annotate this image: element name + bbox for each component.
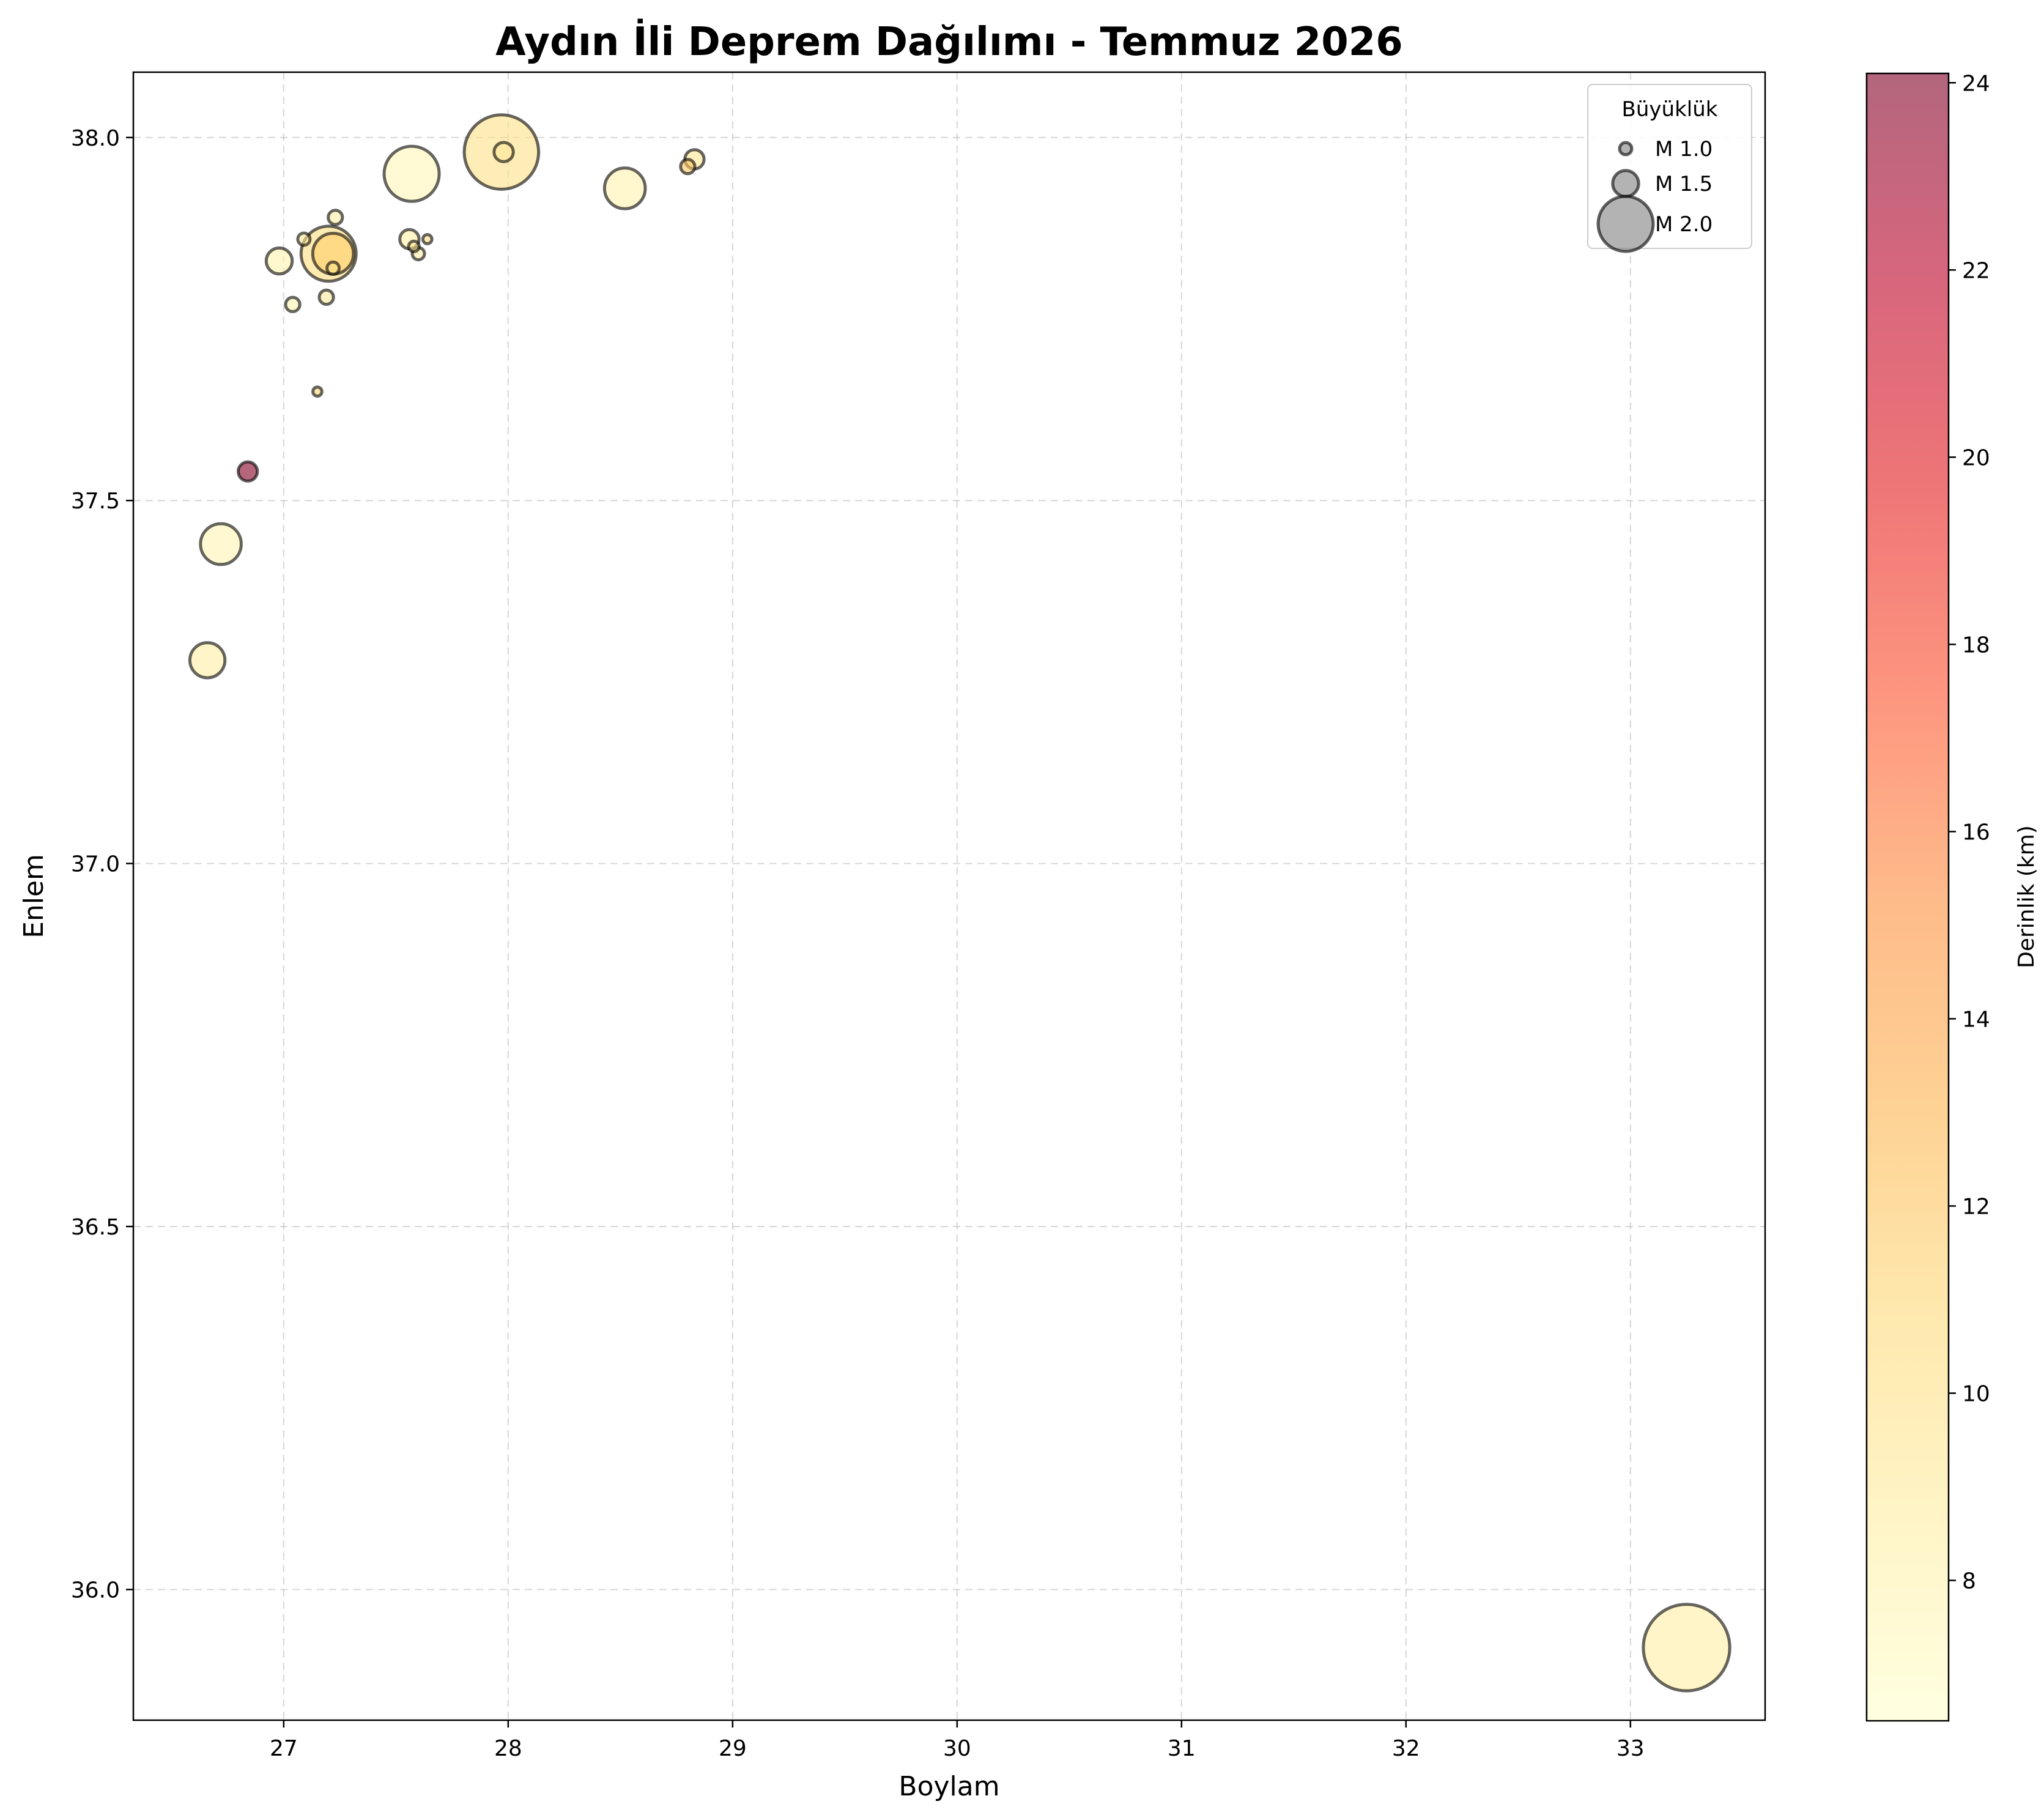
earthquake-point xyxy=(492,141,515,163)
x-axis-label: Boylam xyxy=(898,1771,999,1802)
earthquake-point xyxy=(679,158,697,176)
legend-marker xyxy=(1611,169,1640,198)
earthquake-point xyxy=(407,239,421,253)
colorbar-tick-label: 18 xyxy=(1962,633,1990,658)
x-ticks: 27 28 29 30 31 32 33 xyxy=(270,1720,1645,1761)
legend-label: M 1.5 xyxy=(1655,172,1713,196)
earthquake-point xyxy=(264,246,294,276)
earthquake-point xyxy=(296,231,312,247)
colorbar-gradient xyxy=(1867,73,1949,1721)
depth-colorbar: 8 10 12 14 16 18 20 22 24 Derinlik (km) xyxy=(1865,71,2039,1722)
earthquake-point xyxy=(284,295,302,313)
earthquake-point xyxy=(382,144,441,203)
colorbar-tick-label: 16 xyxy=(1962,820,1990,845)
legend-entry: M 1.5 xyxy=(1611,169,1713,198)
y-tick-label: 38.0 xyxy=(71,126,120,151)
colorbar-tick-label: 20 xyxy=(1962,445,1990,470)
earthquake-point xyxy=(1642,1603,1731,1693)
colorbar-tick-label: 22 xyxy=(1962,258,1990,283)
legend-label: M 1.0 xyxy=(1655,137,1713,161)
grid-lines xyxy=(133,72,1765,1720)
earthquake-point xyxy=(199,522,243,566)
y-ticks: 36.0 36.5 37.0 37.5 38.0 xyxy=(71,126,133,1603)
x-tick-label: 33 xyxy=(1616,1736,1645,1761)
colorbar-tick-label: 14 xyxy=(1962,1007,1990,1032)
legend-entry: M 1.0 xyxy=(1618,137,1713,161)
legend-entry: M 2.0 xyxy=(1596,195,1713,253)
earthquake-point xyxy=(311,385,324,398)
colorbar-tick-label: 10 xyxy=(1962,1381,1990,1406)
earthquake-point xyxy=(317,288,335,306)
earthquake-point xyxy=(421,233,434,245)
colorbar-tick-label: 12 xyxy=(1962,1194,1990,1219)
colorbar-frame xyxy=(1865,72,1950,1722)
colorbar-tick-label: 8 xyxy=(1962,1568,1976,1594)
colorbar-tick-label: 24 xyxy=(1962,71,1990,96)
x-tick-label: 27 xyxy=(270,1736,298,1761)
data-points xyxy=(188,113,1731,1693)
earthquake-point xyxy=(188,641,227,680)
legend-label: M 2.0 xyxy=(1655,212,1713,237)
chart-title: Aydın İli Deprem Dağılımı - Temmuz 2026 xyxy=(495,18,1403,65)
legend-marker xyxy=(1596,195,1655,253)
x-tick-label: 30 xyxy=(943,1736,971,1761)
y-tick-label: 37.0 xyxy=(71,852,120,877)
y-tick-label: 36.5 xyxy=(71,1215,120,1240)
earthquake-point xyxy=(327,209,344,226)
x-tick-label: 29 xyxy=(719,1736,747,1761)
magnitude-legend: Büyüklük M 1.0 M 1.5 M 2.0 xyxy=(1587,84,1752,253)
y-axis-label: Enlem xyxy=(18,854,50,938)
y-tick-label: 37.5 xyxy=(71,489,120,514)
earthquake-point xyxy=(602,166,647,210)
earthquake-point xyxy=(236,460,259,483)
legend-title: Büyüklük xyxy=(1622,97,1718,122)
colorbar-label: Derinlik (km) xyxy=(2014,825,2039,968)
x-tick-label: 28 xyxy=(494,1736,522,1761)
x-tick-label: 32 xyxy=(1392,1736,1420,1761)
earthquake-point xyxy=(325,260,341,276)
x-tick-label: 31 xyxy=(1168,1736,1196,1761)
legend-marker xyxy=(1618,141,1634,157)
plot-frame xyxy=(132,71,1766,1721)
y-tick-label: 36.0 xyxy=(71,1578,120,1603)
